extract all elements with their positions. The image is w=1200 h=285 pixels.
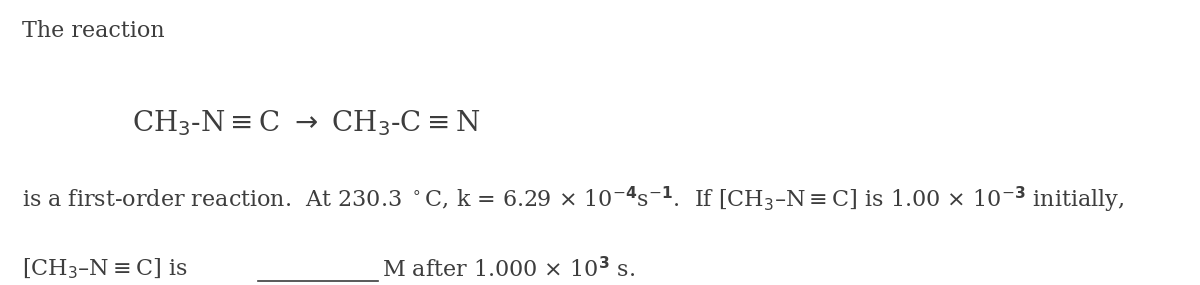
Text: CH$_3$-N$\equiv$C $\rightarrow$ CH$_3$-C$\equiv$N: CH$_3$-N$\equiv$C $\rightarrow$ CH$_3$-C… xyxy=(132,108,480,138)
Text: M after 1.000 $\times$ 10$^{\mathbf{3}}$ s.: M after 1.000 $\times$ 10$^{\mathbf{3}}$… xyxy=(382,256,635,282)
Text: The reaction: The reaction xyxy=(22,20,164,42)
Text: [CH$_3$–N$\equiv$C] is: [CH$_3$–N$\equiv$C] is xyxy=(22,256,187,281)
Text: is a first-order reaction.  At 230.3 $^\circ$C, k = 6.29 $\times$ 10$^{-\mathbf{: is a first-order reaction. At 230.3 $^\c… xyxy=(22,185,1124,215)
